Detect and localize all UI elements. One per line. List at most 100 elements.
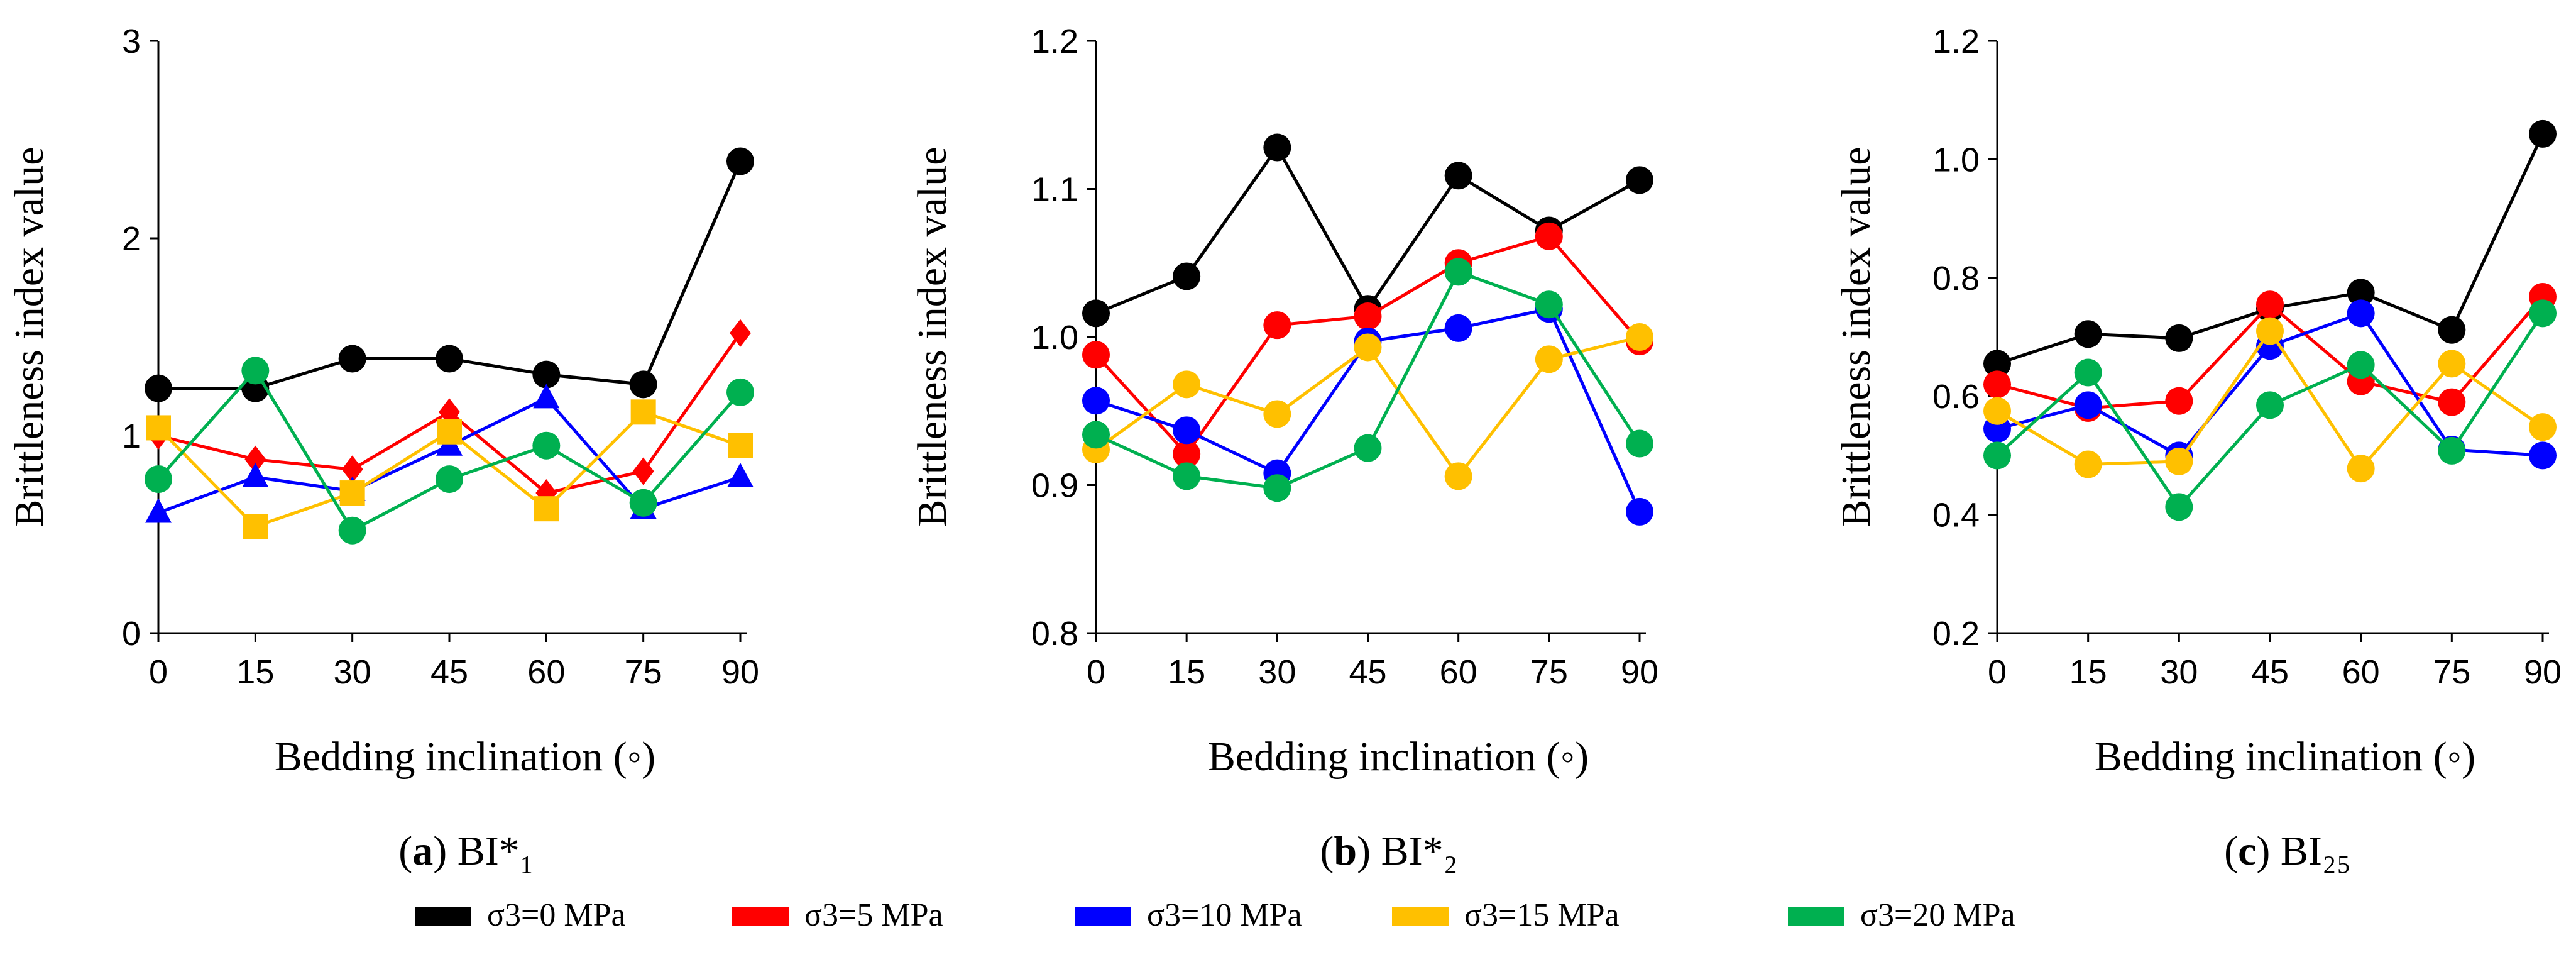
y-axis-title: Brittleness index value: [6, 147, 52, 528]
x-axis-title: Bedding inclination (◦): [1208, 734, 1589, 780]
data-point: [533, 384, 560, 409]
data-point: [1263, 474, 1291, 502]
legend-label: σ3=5 MPa: [804, 897, 943, 933]
x-tick-label: 75: [2433, 653, 2470, 691]
data-point: [338, 516, 366, 545]
data-point: [145, 498, 172, 523]
data-point: [1173, 416, 1201, 445]
data-point: [1082, 421, 1110, 449]
data-point: [1173, 262, 1201, 290]
panel-caption: (a) BI*₁: [398, 828, 534, 874]
data-point: [2074, 358, 2102, 387]
chart-legend: σ3=0 MPa σ3=5 MPa σ3=10 MPa σ3=15 MPa σ3=20 …: [415, 897, 2015, 933]
data-point: [2529, 441, 2557, 470]
data-point: [1535, 290, 1563, 319]
legend-label: σ3=20 MPa: [1860, 897, 2015, 933]
series-2: [1082, 295, 1653, 526]
data-point: [632, 457, 654, 485]
data-point: [241, 357, 270, 385]
data-point: [1173, 440, 1201, 468]
data-point: [2529, 413, 2557, 441]
data-point: [532, 360, 561, 389]
panel-c: 0.2 0.4 0.6 0.8 1.0 1.2 0 15 30 45 60 75 90 Bedding i…: [1833, 23, 2562, 874]
data-point: [2438, 350, 2466, 378]
x-tick-label: 45: [2251, 653, 2289, 691]
panel-b: 0.8 0.9 1.0 1.1 1.2 0 15 30 45 60 75 90 Bedding incl…: [909, 23, 1658, 874]
data-point: [1354, 302, 1382, 331]
x-tick-label: 90: [721, 653, 759, 691]
y-tick-label: 0.4: [1932, 497, 1980, 534]
data-point: [1626, 323, 1653, 351]
data-point: [1983, 441, 2011, 470]
y-tick-label: 0.2: [1932, 615, 1980, 653]
data-point: [1444, 258, 1472, 286]
x-tick-label: 60: [1440, 653, 1477, 691]
x-tick-label: 15: [1168, 653, 1205, 691]
data-point: [1082, 341, 1110, 369]
data-point: [2347, 299, 2375, 328]
series-0: [145, 147, 754, 402]
data-point: [1354, 333, 1382, 362]
legend-swatch: [415, 907, 471, 926]
x-tick-label: 30: [334, 653, 371, 691]
data-point: [2165, 493, 2193, 521]
data-point: [2529, 119, 2557, 148]
x-tick-label: 0: [1087, 653, 1105, 691]
data-point: [1082, 299, 1110, 328]
data-point: [1626, 429, 1653, 458]
x-tick-label: 15: [2069, 653, 2107, 691]
y-tick-label: 1.1: [1031, 171, 1078, 209]
data-point: [2165, 447, 2193, 475]
data-point: [1535, 222, 1563, 250]
data-point: [2529, 299, 2557, 328]
y-tick-label: 0: [122, 615, 141, 653]
data-point: [339, 480, 365, 506]
data-point: [145, 374, 172, 402]
data-point: [2256, 290, 2284, 319]
legend-label: σ3=0 MPa: [487, 897, 626, 933]
data-point: [1626, 497, 1653, 526]
data-point: [341, 455, 363, 484]
series-4: [1983, 299, 2557, 521]
y-tick-label: 1.0: [1932, 141, 1980, 179]
legend-item: σ3=20 MPa: [1788, 897, 2015, 933]
series-0: [1983, 119, 2557, 378]
data-point: [629, 489, 657, 517]
data-point: [532, 431, 561, 460]
data-point: [2074, 320, 2102, 348]
data-point: [1082, 387, 1110, 415]
data-point: [2074, 391, 2102, 419]
data-point: [242, 462, 269, 487]
y-tick-label: 1.0: [1031, 319, 1078, 357]
data-point: [2256, 317, 2284, 345]
y-axis-title: Brittleness index value: [909, 147, 955, 528]
data-point: [2074, 450, 2102, 478]
data-point: [1983, 350, 2011, 378]
x-axis-title: Bedding inclination (◦): [275, 734, 655, 780]
legend-swatch: [732, 907, 789, 926]
data-point: [1444, 314, 1472, 342]
data-point: [726, 147, 754, 175]
data-point: [730, 319, 751, 347]
data-point: [2438, 436, 2466, 465]
data-point: [436, 465, 463, 494]
data-point: [338, 345, 366, 373]
data-point: [145, 465, 172, 494]
data-point: [2165, 387, 2193, 415]
series-4: [1082, 258, 1653, 502]
data-point: [439, 398, 460, 426]
data-point: [437, 419, 462, 445]
y-tick-label: 3: [122, 23, 141, 60]
x-tick-label: 45: [430, 653, 468, 691]
data-point: [727, 462, 754, 487]
legend-item: σ3=10 MPa: [1075, 897, 1302, 933]
y-tick-label: 0.8: [1031, 615, 1078, 653]
data-point: [2256, 391, 2284, 419]
data-point: [1263, 400, 1291, 428]
x-tick-label: 30: [2160, 653, 2198, 691]
data-point: [243, 514, 268, 539]
y-tick-label: 1.2: [1932, 23, 1980, 60]
legend-item: σ3=0 MPa: [415, 897, 626, 933]
